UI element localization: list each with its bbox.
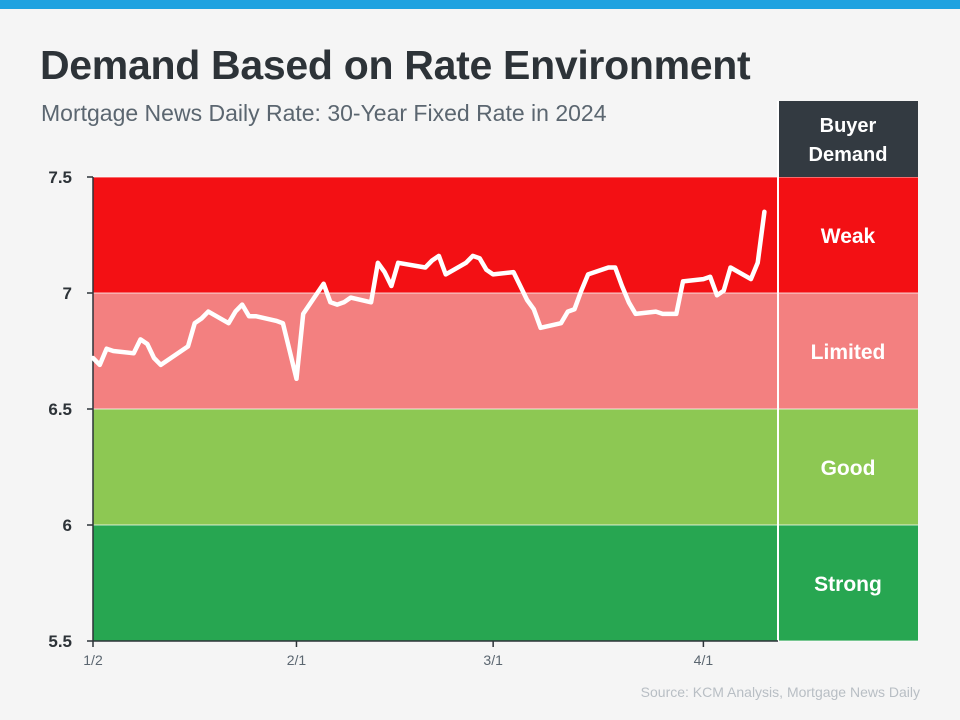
demand-label-good: Good: [821, 457, 876, 480]
x-tick-label: 2/1: [287, 652, 307, 668]
demand-header-label: Demand: [809, 144, 888, 166]
page-subtitle: Mortgage News Daily Rate: 30-Year Fixed …: [41, 100, 607, 126]
demand-cell-weak: [778, 177, 918, 293]
x-tick-label: 3/1: [483, 652, 503, 668]
band-weak: [93, 177, 778, 293]
y-tick-label: 7: [63, 284, 72, 303]
y-tick-label: 6: [63, 516, 72, 535]
top-accent-bar: [0, 0, 960, 9]
y-tick-label: 6.5: [48, 400, 72, 419]
rate-line: [90, 209, 767, 382]
demand-header-bg: [778, 101, 918, 177]
demand-label-strong: Strong: [814, 573, 882, 596]
page-title: Demand Based on Rate Environment: [40, 42, 751, 88]
source-note: Source: KCM Analysis, Mortgage News Dail…: [640, 684, 920, 700]
demand-label-weak: Weak: [821, 225, 876, 248]
demand-cell-strong: [778, 525, 918, 641]
band-good: [93, 409, 778, 525]
band-strong: [93, 525, 778, 641]
demand-label-limited: Limited: [811, 341, 886, 364]
y-tick-label: 5.5: [48, 632, 72, 651]
y-tick-label: 7.5: [48, 168, 72, 187]
x-tick-label: 4/1: [694, 652, 714, 668]
x-tick-label: 1/2: [83, 652, 103, 668]
demand-cell-good: [778, 409, 918, 525]
demand-header-label: Buyer: [820, 115, 877, 137]
demand-cell-limited: [778, 293, 918, 409]
